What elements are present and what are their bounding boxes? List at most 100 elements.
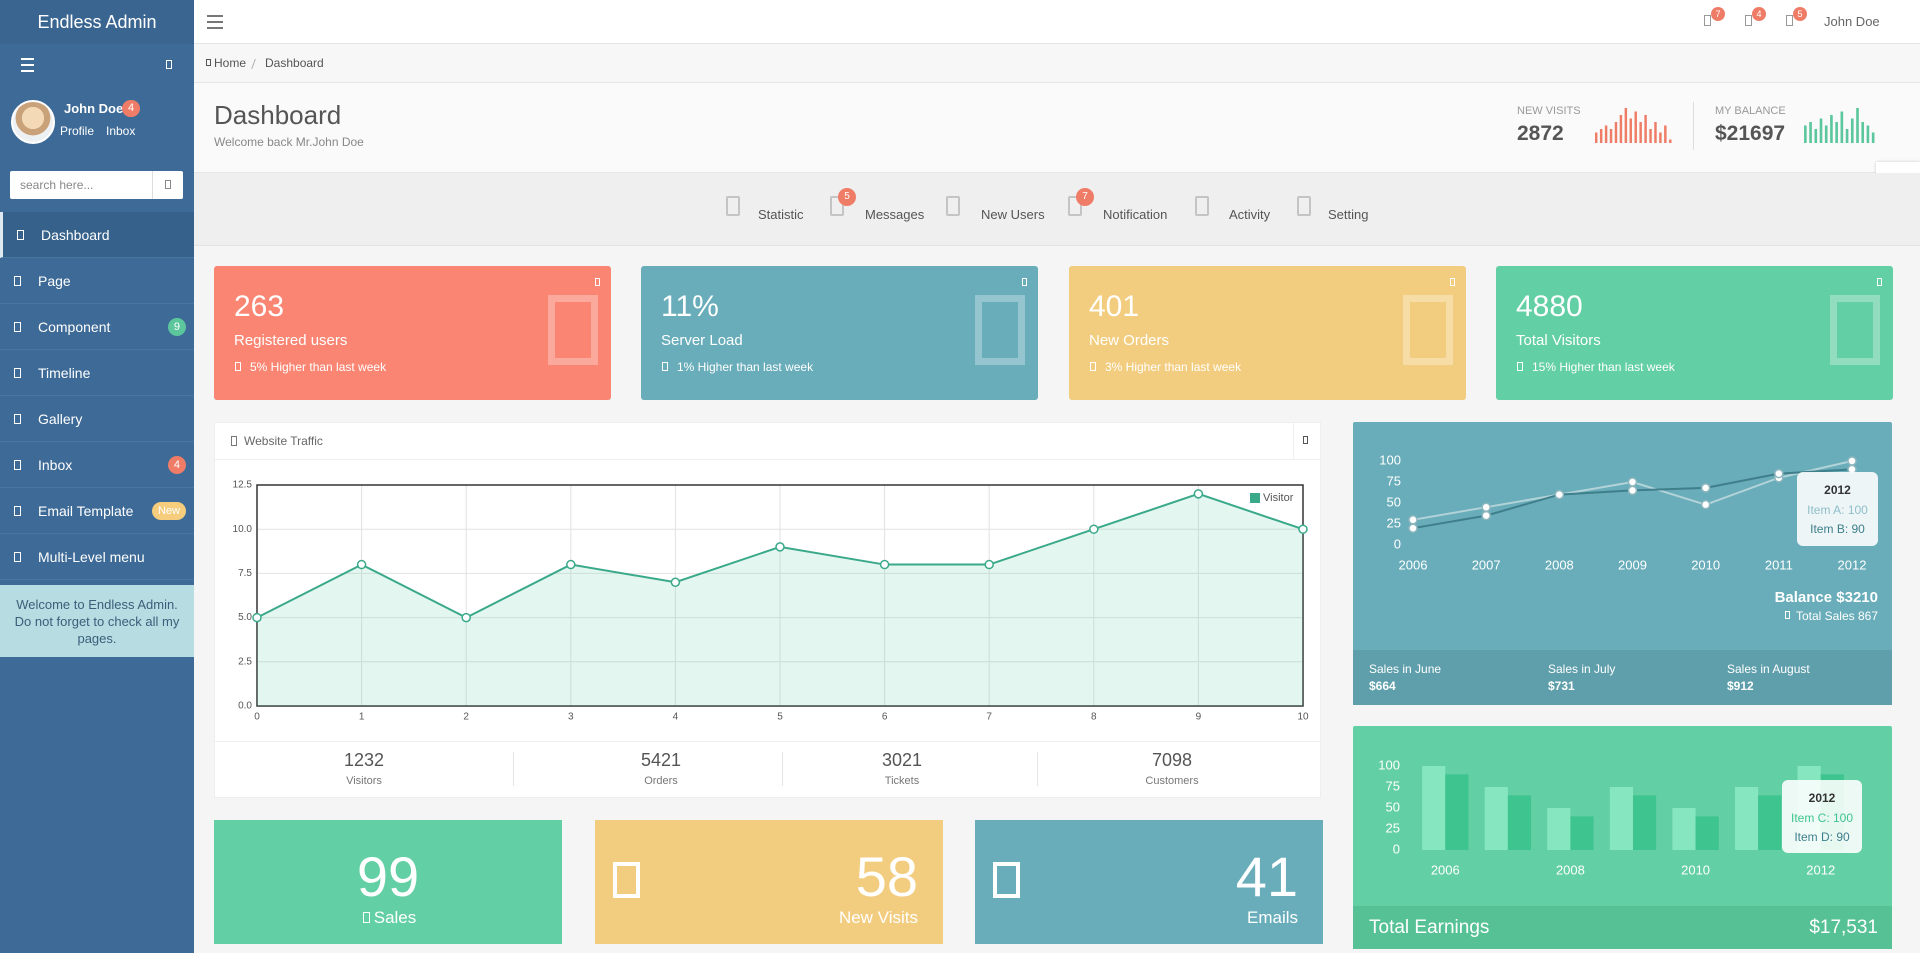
tab-icon[interactable] [726,196,740,216]
tile-label: Sales [373,908,417,927]
menu-item[interactable]: Gallery [0,396,194,442]
summary-divider [1037,752,1038,786]
tab-label[interactable]: Messages [865,207,925,222]
icon [1704,15,1711,26]
icon [14,322,21,332]
icon [1303,436,1308,444]
icon [1786,15,1793,26]
icon [17,230,24,240]
tile: 41 Emails [975,820,1323,944]
summary-value: 7098 [1151,750,1193,770]
menu-label: Inbox [38,457,73,473]
icon [14,276,21,286]
tab-icon[interactable] [1068,196,1082,216]
icon [14,552,21,562]
tab-bar [194,173,1920,246]
icon [14,368,21,378]
sales-value: $664 [1369,679,1396,693]
user-link[interactable]: Inbox [106,124,136,138]
tab-icon[interactable] [1195,196,1209,216]
menu-label: Page [38,273,71,289]
menu-item[interactable]: Dashboard [0,212,194,258]
menu-item[interactable]: Inbox 4 [0,442,194,488]
stat-label: Total Visitors [1516,332,1601,349]
summary-label: Orders [644,775,678,787]
menu-item[interactable]: Component 9 [0,304,194,350]
tab-label[interactable]: Activity [1229,207,1271,222]
stat-card: 11% Server Load 1% Higher than last week [641,266,1038,400]
menu-item[interactable]: Page [0,258,194,304]
stat-card: 401 New Orders 3% Higher than last week [1069,266,1466,400]
traffic-panel-head [214,422,1321,460]
sales-label: Sales in June [1369,662,1442,676]
topbar [194,0,1920,44]
hamburger [21,58,34,60]
tab-label[interactable]: Statistic [758,207,804,222]
stat-label: Registered users [234,332,348,349]
menu-badge: 4 [167,456,186,474]
earnings-label: Total Earnings [1369,917,1490,938]
summary-value: 3021 [881,750,923,770]
tile: 99 Sales [214,820,562,944]
stat-value: 401 [1089,290,1140,323]
icon [1785,611,1790,619]
menu-item[interactable]: Multi-Level menu [0,534,194,580]
menu-label: Timeline [38,365,91,381]
stat-card: 4880 Total Visitors 15% Higher than last w… [1496,266,1893,400]
tile: 58 New Visits [595,820,943,944]
hamburger [21,70,34,72]
hamburger [207,27,223,29]
icon [14,506,21,516]
breadcrumb-item[interactable]: Home [214,56,247,70]
menu-item[interactable]: Timeline [0,350,194,396]
icon [1450,278,1455,286]
user-link[interactable]: Profile [60,124,95,138]
icon [165,180,171,189]
search-placeholder[interactable]: search here... [20,178,94,192]
notify-badge[interactable]: 5 [1793,7,1807,21]
stat-label: New Orders [1089,332,1170,349]
stat-value: 4880 [1516,290,1583,323]
breadcrumb-item: Dashboard [265,56,324,70]
tile-value: 58 [855,845,918,908]
header-stat-value: 2872 [1517,122,1564,145]
stat-note: 15% Higher than last week [1532,360,1675,374]
tile-value: 99 [356,845,420,908]
stat-big-icon [1830,295,1880,365]
tab-icon[interactable] [830,196,844,216]
icon [235,362,241,371]
stat-big-icon [975,295,1025,365]
topbar-user[interactable]: John Doe [1824,14,1880,29]
icon [1877,278,1882,286]
summary-divider [781,752,783,786]
tile-label: Emails [1246,908,1298,927]
icon [1745,15,1752,26]
tile-value: 41 [1235,845,1298,908]
sales-label: Sales in July [1548,662,1616,676]
notify-badge[interactable]: 7 [1711,7,1725,21]
tab-label[interactable]: Notification [1103,207,1168,222]
stat-big-icon [548,295,598,365]
header [194,83,1920,173]
sales-label: Sales in August [1727,662,1810,676]
sidebar-note: Welcome to Endless Admin. Do not forget … [0,585,194,657]
balance-strip [1353,650,1892,705]
tab-label[interactable]: New Users [981,207,1045,222]
summary-label: Customers [1145,775,1199,787]
menu-item[interactable]: Email Template New [0,488,194,534]
icon [595,278,600,286]
tab-icon[interactable] [946,196,960,216]
stat-card: 263 Registered users 5% Higher than last w… [214,266,611,400]
search-box [10,171,183,199]
stat-note: 3% Higher than last week [1105,360,1242,374]
notify-badge[interactable]: 4 [1752,7,1766,21]
hamburger [21,64,34,66]
earnings-strip [1353,906,1892,949]
header-stat-label: NEW VISITS [1517,105,1581,117]
tab-label[interactable]: Setting [1328,207,1369,222]
menu-label: Component [38,319,111,335]
tab-icon[interactable] [1297,196,1311,216]
sales-value: $912 [1727,679,1754,693]
